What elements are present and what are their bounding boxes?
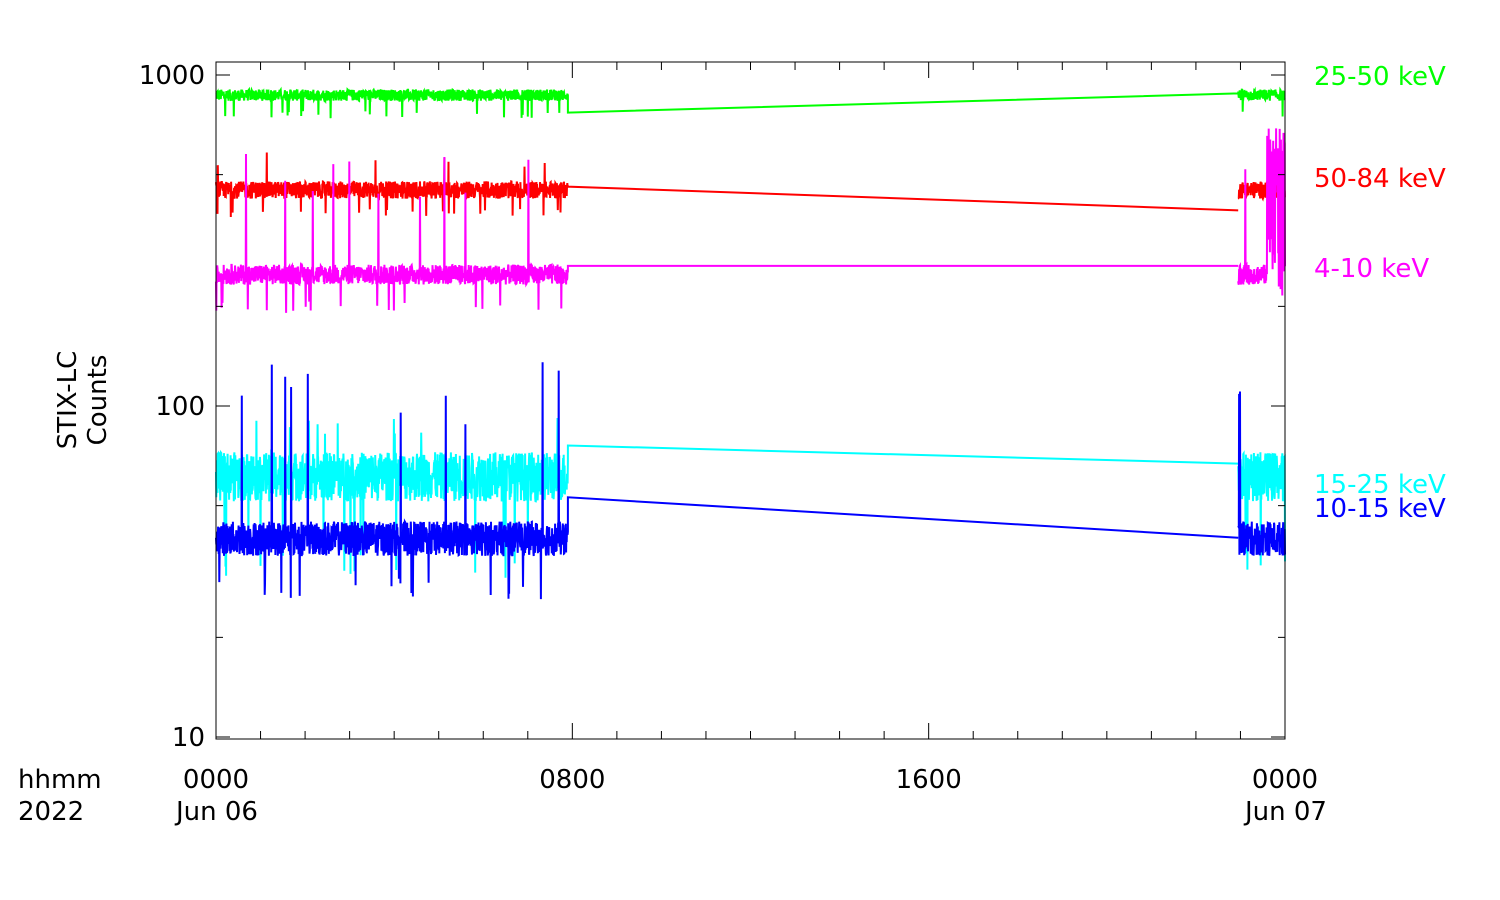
y-tick-label: 1000 xyxy=(139,61,205,91)
x-tick-date-label: Jun 07 xyxy=(1243,797,1327,827)
series-layer xyxy=(215,86,1286,600)
series-15-25-kev xyxy=(215,417,1286,578)
series-50-84-kev xyxy=(215,152,1286,218)
series-4-10-kev xyxy=(215,128,1286,313)
series-line xyxy=(215,152,1286,218)
legend-label: 25-50 keV xyxy=(1314,62,1446,92)
series-line xyxy=(215,417,1286,578)
x-tick-label: 0000 xyxy=(1252,765,1318,795)
x-axis-year-label: 2022 xyxy=(18,797,84,827)
legend-label: 10-15 keV xyxy=(1314,494,1446,524)
series-10-15-kev xyxy=(215,362,1286,600)
x-tick-label: 0800 xyxy=(539,765,605,795)
x-tick-date-label: Jun 06 xyxy=(174,797,258,827)
legend-label: 50-84 keV xyxy=(1314,164,1446,194)
series-line xyxy=(215,128,1286,313)
y-axis-title-line1: STIX-LC xyxy=(53,351,83,450)
series-line xyxy=(215,362,1286,600)
y-tick-label: 100 xyxy=(155,392,205,422)
legend: 25-50 keV 50-84 keV 4-10 keV 15-25 keV10-15… xyxy=(1314,62,1446,524)
x-tick-label: 1600 xyxy=(896,765,962,795)
x-axis-time-format-label: hhmm xyxy=(18,765,102,795)
y-tick-label: 10 xyxy=(172,723,205,753)
x-tick-label: 0000 xyxy=(183,765,249,795)
y-axis-title-line2: Counts xyxy=(83,355,113,446)
series-25-50-kev xyxy=(215,86,1286,119)
legend-label: 15-25 keV xyxy=(1314,470,1446,500)
series-line xyxy=(215,86,1286,119)
legend-label: 4-10 keV xyxy=(1314,254,1429,284)
